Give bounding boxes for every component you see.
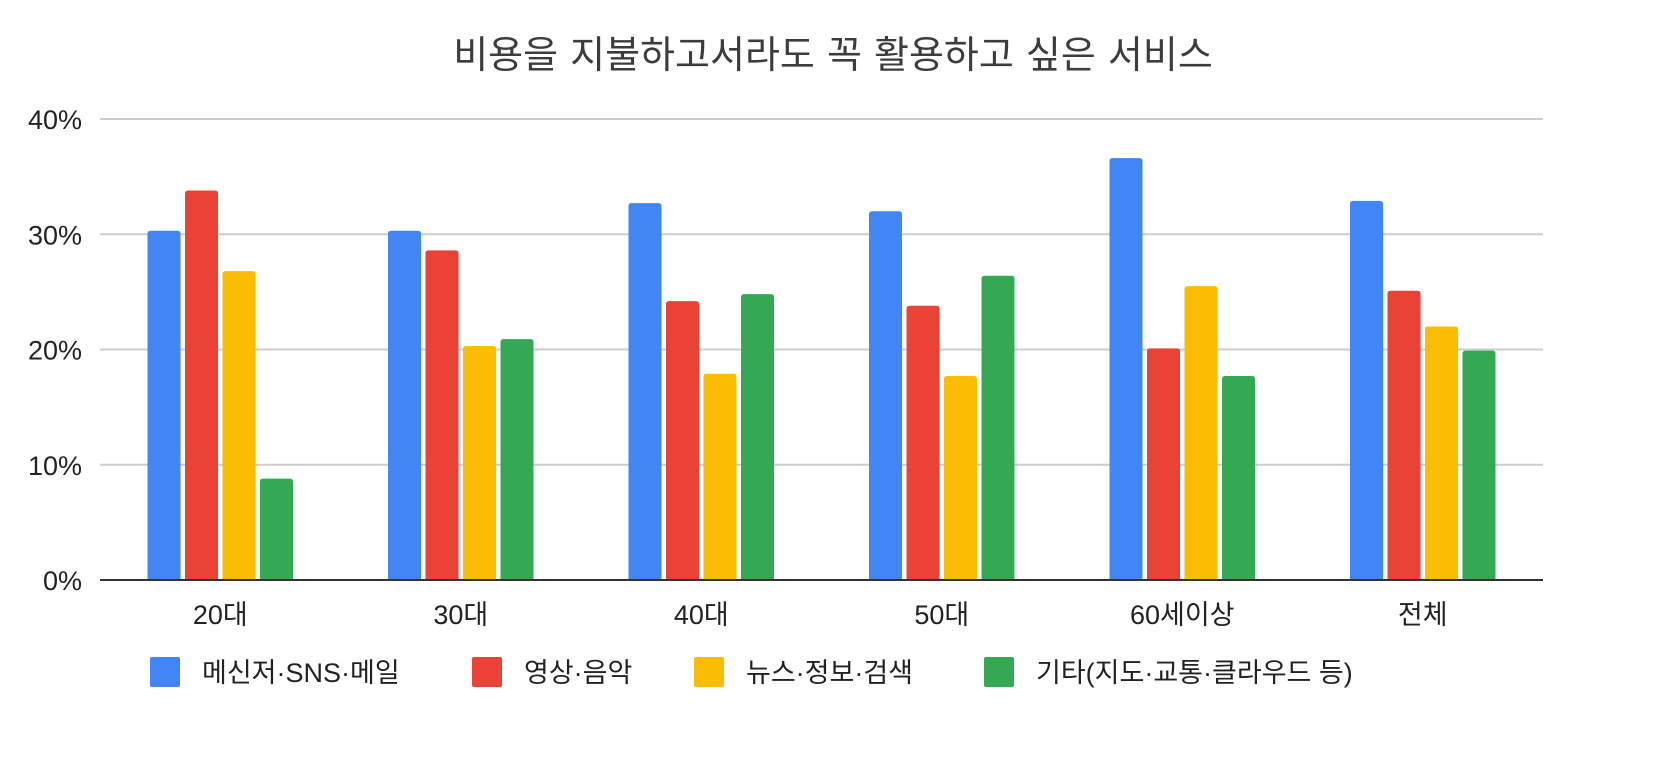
bar — [1462, 350, 1496, 580]
y-tick-label: 40% — [28, 105, 82, 135]
x-tick-label: 전체 — [1398, 600, 1448, 630]
bar — [1184, 286, 1218, 580]
bars — [147, 158, 1496, 581]
legend-swatch — [694, 657, 724, 687]
legend-label: 뉴스·정보·검색 — [746, 658, 913, 688]
x-tick-label: 50대 — [914, 600, 969, 630]
legend: 메신저·SNS·메일 영상·음악 뉴스·정보·검색 기타(지도·교통·클라우드 등) — [150, 657, 1353, 688]
bar — [260, 478, 293, 580]
bar — [500, 339, 534, 580]
bar — [981, 275, 1015, 580]
y-tick-label: 0% — [43, 566, 82, 596]
bar — [1425, 326, 1458, 580]
bar — [944, 376, 977, 580]
chart-title: 비용을 지불하고서라도 꼭 활용하고 싶은 서비스 — [453, 33, 1213, 77]
bar — [388, 230, 421, 581]
y-tick-label: 20% — [28, 336, 82, 366]
x-tick-label: 30대 — [433, 600, 488, 630]
bar — [703, 373, 737, 580]
legend-swatch — [472, 657, 502, 687]
bar — [425, 250, 459, 580]
x-tick-label: 20대 — [193, 600, 248, 630]
bar — [869, 211, 902, 580]
bar — [666, 301, 699, 580]
x-tick-label: 40대 — [674, 600, 729, 630]
bar — [741, 294, 774, 580]
bar — [1147, 348, 1180, 580]
legend-label: 기타(지도·교통·클라우드 등) — [1036, 658, 1353, 688]
bar — [222, 271, 256, 580]
bar — [1222, 376, 1255, 580]
x-tick-label: 60세이상 — [1130, 600, 1235, 630]
bar — [185, 190, 218, 580]
legend-swatch — [150, 657, 180, 687]
bar — [906, 305, 940, 580]
bar — [1387, 290, 1421, 580]
y-tick-label: 10% — [28, 451, 82, 481]
x-axis: 20대 30대 40대 50대 60세이상 전체 — [193, 600, 1448, 630]
legend-label: 메신저·SNS·메일 — [202, 658, 400, 688]
legend-swatch — [984, 657, 1014, 687]
bar — [1109, 158, 1143, 580]
bar — [463, 346, 496, 580]
gridlines — [100, 118, 1543, 466]
y-tick-label: 30% — [28, 220, 82, 250]
bar — [147, 230, 181, 581]
y-axis: 0% 10% 20% 30% 40% — [28, 105, 82, 596]
bar — [628, 203, 662, 580]
bar — [1350, 200, 1383, 580]
legend-label: 영상·음악 — [524, 658, 632, 688]
